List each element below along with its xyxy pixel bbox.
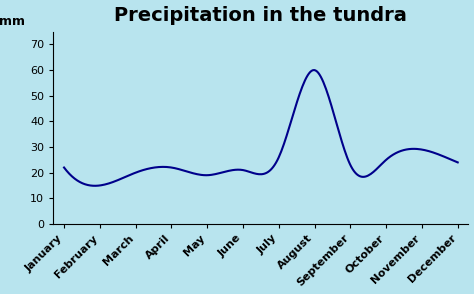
Title: Precipitation in the tundra: Precipitation in the tundra xyxy=(114,6,407,25)
Text: mm: mm xyxy=(0,15,25,28)
